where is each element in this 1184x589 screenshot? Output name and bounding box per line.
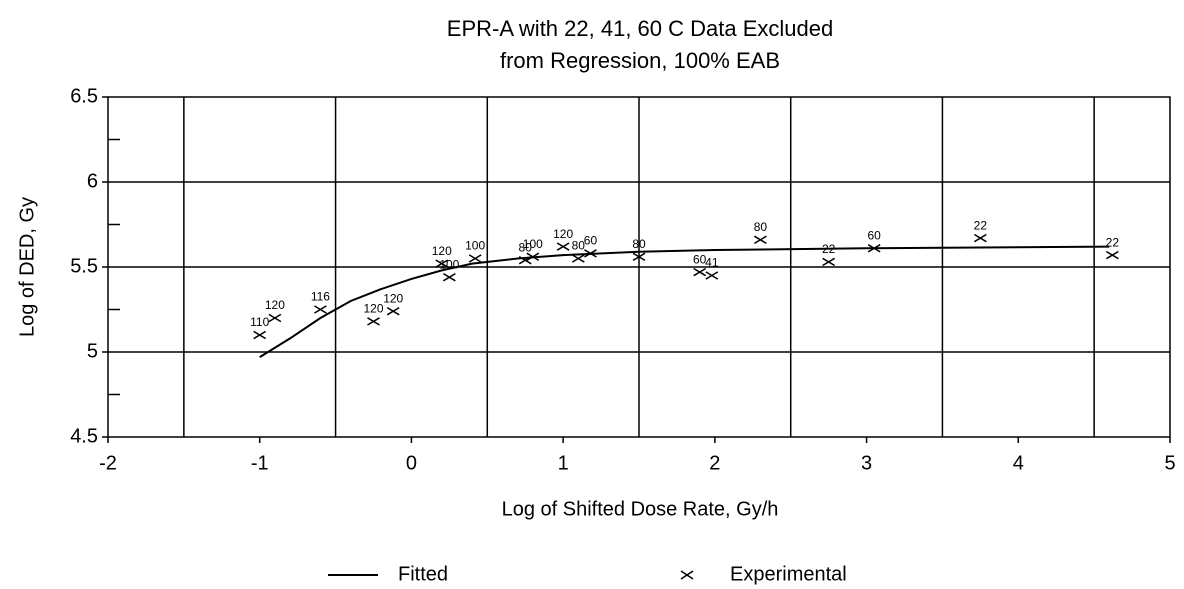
chart-title: EPR-A with 22, 41, 60 C Data Excluded bbox=[447, 16, 833, 41]
data-label: 120 bbox=[363, 302, 383, 316]
x-tick-label: -2 bbox=[99, 452, 117, 474]
marker bbox=[571, 254, 585, 263]
x-tick-label: 3 bbox=[861, 452, 872, 474]
data-label: 100 bbox=[439, 257, 459, 271]
data-label: 60 bbox=[584, 234, 598, 248]
marker bbox=[632, 252, 646, 262]
marker bbox=[693, 267, 707, 277]
data-label: 80 bbox=[519, 240, 533, 254]
data-label: 22 bbox=[974, 218, 988, 232]
x-tick-label: 5 bbox=[1164, 452, 1175, 474]
data-label: 120 bbox=[432, 244, 452, 258]
marker bbox=[753, 235, 767, 245]
data-label: 60 bbox=[693, 252, 707, 266]
data-label: 80 bbox=[572, 239, 586, 253]
data-label: 100 bbox=[465, 239, 485, 253]
data-label: 22 bbox=[822, 242, 836, 256]
data-label: 60 bbox=[867, 228, 881, 242]
data-label: 120 bbox=[553, 227, 573, 241]
marker bbox=[253, 330, 267, 340]
legend-label: Fitted bbox=[398, 563, 448, 585]
data-label: 80 bbox=[632, 237, 646, 251]
data-label: 100 bbox=[523, 237, 543, 251]
y-tick-label: 5.5 bbox=[70, 255, 98, 277]
data-label: 80 bbox=[754, 220, 768, 234]
x-tick-label: 2 bbox=[709, 452, 720, 474]
marker bbox=[314, 305, 327, 314]
marker bbox=[1105, 250, 1119, 260]
marker bbox=[518, 255, 532, 265]
data-label: 120 bbox=[265, 298, 285, 312]
y-tick-label: 6.5 bbox=[70, 85, 98, 107]
marker bbox=[584, 249, 597, 258]
chart-title: from Regression, 100% EAB bbox=[500, 48, 780, 73]
marker bbox=[442, 272, 456, 282]
data-label: 120 bbox=[383, 291, 403, 305]
data-label: 22 bbox=[1106, 235, 1120, 249]
marker bbox=[867, 244, 881, 253]
data-label: 116 bbox=[311, 290, 330, 304]
marker bbox=[526, 252, 540, 262]
data-label: 41 bbox=[705, 256, 719, 270]
legend-marker bbox=[680, 570, 694, 580]
marker bbox=[435, 259, 449, 268]
marker bbox=[386, 306, 400, 316]
marker bbox=[268, 313, 282, 323]
marker bbox=[367, 317, 380, 326]
x-tick-label: -1 bbox=[251, 452, 269, 474]
y-axis-label: Log of DED, Gy bbox=[16, 197, 38, 337]
legend-label: Experimental bbox=[730, 563, 847, 585]
x-tick-label: 0 bbox=[406, 452, 417, 474]
y-tick-label: 6 bbox=[87, 170, 98, 192]
x-tick-label: 1 bbox=[558, 452, 569, 474]
y-tick-label: 4.5 bbox=[70, 425, 98, 447]
x-axis-label: Log of Shifted Dose Rate, Gy/h bbox=[502, 498, 779, 520]
x-tick-label: 4 bbox=[1013, 452, 1024, 474]
marker bbox=[556, 242, 570, 251]
fitted-line bbox=[259, 245, 1110, 358]
data-label: 110 bbox=[250, 315, 269, 329]
y-tick-label: 5 bbox=[87, 340, 98, 362]
marker bbox=[822, 257, 836, 267]
marker bbox=[468, 254, 482, 263]
marker bbox=[973, 233, 987, 243]
marker bbox=[705, 271, 719, 280]
